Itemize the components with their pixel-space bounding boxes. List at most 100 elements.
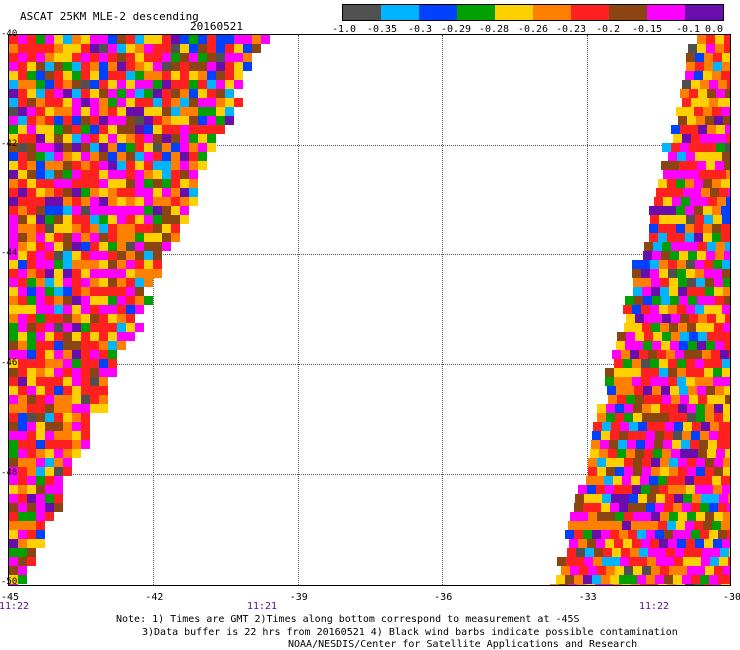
swath-pixel — [54, 71, 63, 80]
swath-pixel — [81, 116, 90, 125]
swath-pixel — [189, 44, 198, 53]
swath-pixel — [690, 503, 700, 512]
swath-pixel — [596, 485, 606, 494]
swath-pixel — [27, 152, 36, 161]
swath-pixel — [207, 107, 216, 116]
swath-pixel — [697, 449, 707, 458]
swath-pixel — [162, 80, 171, 89]
swath-pixel — [679, 89, 689, 98]
swath-pixel — [701, 557, 711, 566]
swath-pixel — [702, 233, 712, 242]
swath-pixel — [81, 71, 90, 80]
swath-pixel — [655, 494, 665, 503]
swath-pixel — [117, 278, 126, 287]
swath-pixel — [27, 404, 36, 413]
swath-pixel — [680, 440, 690, 449]
swath-pixel — [695, 287, 705, 296]
swath-pixel — [99, 395, 108, 404]
swath-pixel — [54, 152, 63, 161]
swath-pixel — [126, 62, 135, 71]
swath-pixel — [54, 485, 63, 494]
swath-pixel — [591, 530, 601, 539]
swath-pixel — [18, 269, 27, 278]
swath-pixel — [621, 521, 631, 530]
swath-pixel — [672, 503, 682, 512]
swath-pixel — [27, 485, 36, 494]
swath-pixel — [9, 188, 18, 197]
swath-pixel — [144, 269, 153, 278]
swath-pixel — [568, 539, 578, 548]
swath-pixel — [586, 476, 596, 485]
swath-pixel — [611, 422, 620, 431]
swath-pixel — [81, 359, 90, 368]
swath-pixel — [634, 314, 644, 323]
swath-pixel — [592, 494, 602, 503]
swath-pixel — [36, 521, 45, 530]
swath-pixel — [54, 134, 63, 143]
swath-pixel — [712, 179, 722, 188]
swath-pixel — [153, 242, 162, 251]
swath-pixel — [180, 134, 189, 143]
swath-pixel — [108, 179, 117, 188]
swath-pixel — [108, 188, 117, 197]
swath-pixel — [697, 395, 707, 404]
swath-pixel — [696, 413, 706, 422]
swath-pixel — [54, 413, 63, 422]
swath-pixel — [27, 278, 36, 287]
swath-pixel — [36, 143, 45, 152]
swath-pixel — [45, 449, 54, 458]
swath-pixel — [153, 269, 162, 278]
swath-pixel — [624, 458, 634, 467]
swath-pixel — [198, 143, 207, 152]
swath-pixel — [117, 224, 126, 233]
swath-pixel — [108, 170, 117, 179]
swath-pixel — [126, 269, 135, 278]
swath-pixel — [108, 269, 117, 278]
swath-pixel — [54, 233, 63, 242]
swath-pixel — [72, 224, 81, 233]
swath-pixel — [99, 278, 108, 287]
swath-pixel — [619, 575, 629, 584]
swath-pixel — [647, 557, 657, 566]
swath-pixel — [720, 233, 730, 242]
swath-pixel — [704, 269, 714, 278]
swath-pixel — [676, 359, 686, 368]
swath-pixel — [637, 494, 647, 503]
swath-pixel — [664, 575, 674, 584]
colorbar-tick-label: -0.1 — [675, 24, 701, 35]
swath-pixel — [623, 512, 633, 521]
swath-pixel — [144, 188, 153, 197]
grid-line-lon — [153, 35, 155, 585]
swath-pixel — [625, 395, 635, 404]
swath-pixel — [631, 476, 641, 485]
swath-pixel — [627, 503, 637, 512]
swath-pixel — [615, 458, 625, 467]
swath-pixel — [692, 557, 702, 566]
swath-pixel — [613, 584, 623, 585]
swath-pixel — [153, 206, 162, 215]
swath-pixel — [710, 350, 720, 359]
swath-pixel — [590, 440, 600, 449]
swath-pixel — [659, 278, 669, 287]
swath-pixel — [709, 80, 719, 89]
swath-pixel — [162, 125, 171, 134]
swath-pixel — [717, 170, 727, 179]
swath-pixel — [72, 71, 81, 80]
swath-pixel — [713, 323, 723, 332]
y-tick-label: -40 — [1, 29, 18, 39]
swath-pixel — [180, 53, 189, 62]
swath-pixel — [81, 107, 90, 116]
swath-pixel — [724, 314, 730, 323]
swath-pixel — [144, 296, 153, 305]
swath-pixel — [99, 116, 108, 125]
swath-pixel — [18, 152, 27, 161]
swath-pixel — [665, 557, 675, 566]
swath-pixel — [63, 179, 72, 188]
swath-pixel — [9, 224, 18, 233]
swath-pixel — [171, 44, 180, 53]
swath-pixel — [153, 71, 162, 80]
swath-pixel — [690, 134, 700, 143]
swath-pixel — [144, 278, 153, 287]
swath-pixel — [27, 467, 36, 476]
swath-pixel — [36, 449, 45, 458]
